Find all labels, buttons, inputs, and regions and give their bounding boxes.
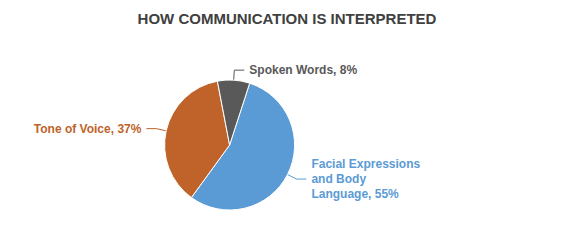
svg-text:HOW COMMUNICATION IS INTERPRET: HOW COMMUNICATION IS INTERPRETED <box>138 10 437 27</box>
svg-text:Language, 55%: Language, 55% <box>311 187 399 201</box>
svg-text:Spoken Words, 8%: Spoken Words, 8% <box>249 63 357 77</box>
svg-text:Facial Expressions: Facial Expressions <box>311 157 420 171</box>
svg-text:and Body: and Body <box>311 172 366 186</box>
svg-text:Tone of Voice, 37%: Tone of Voice, 37% <box>34 122 142 136</box>
